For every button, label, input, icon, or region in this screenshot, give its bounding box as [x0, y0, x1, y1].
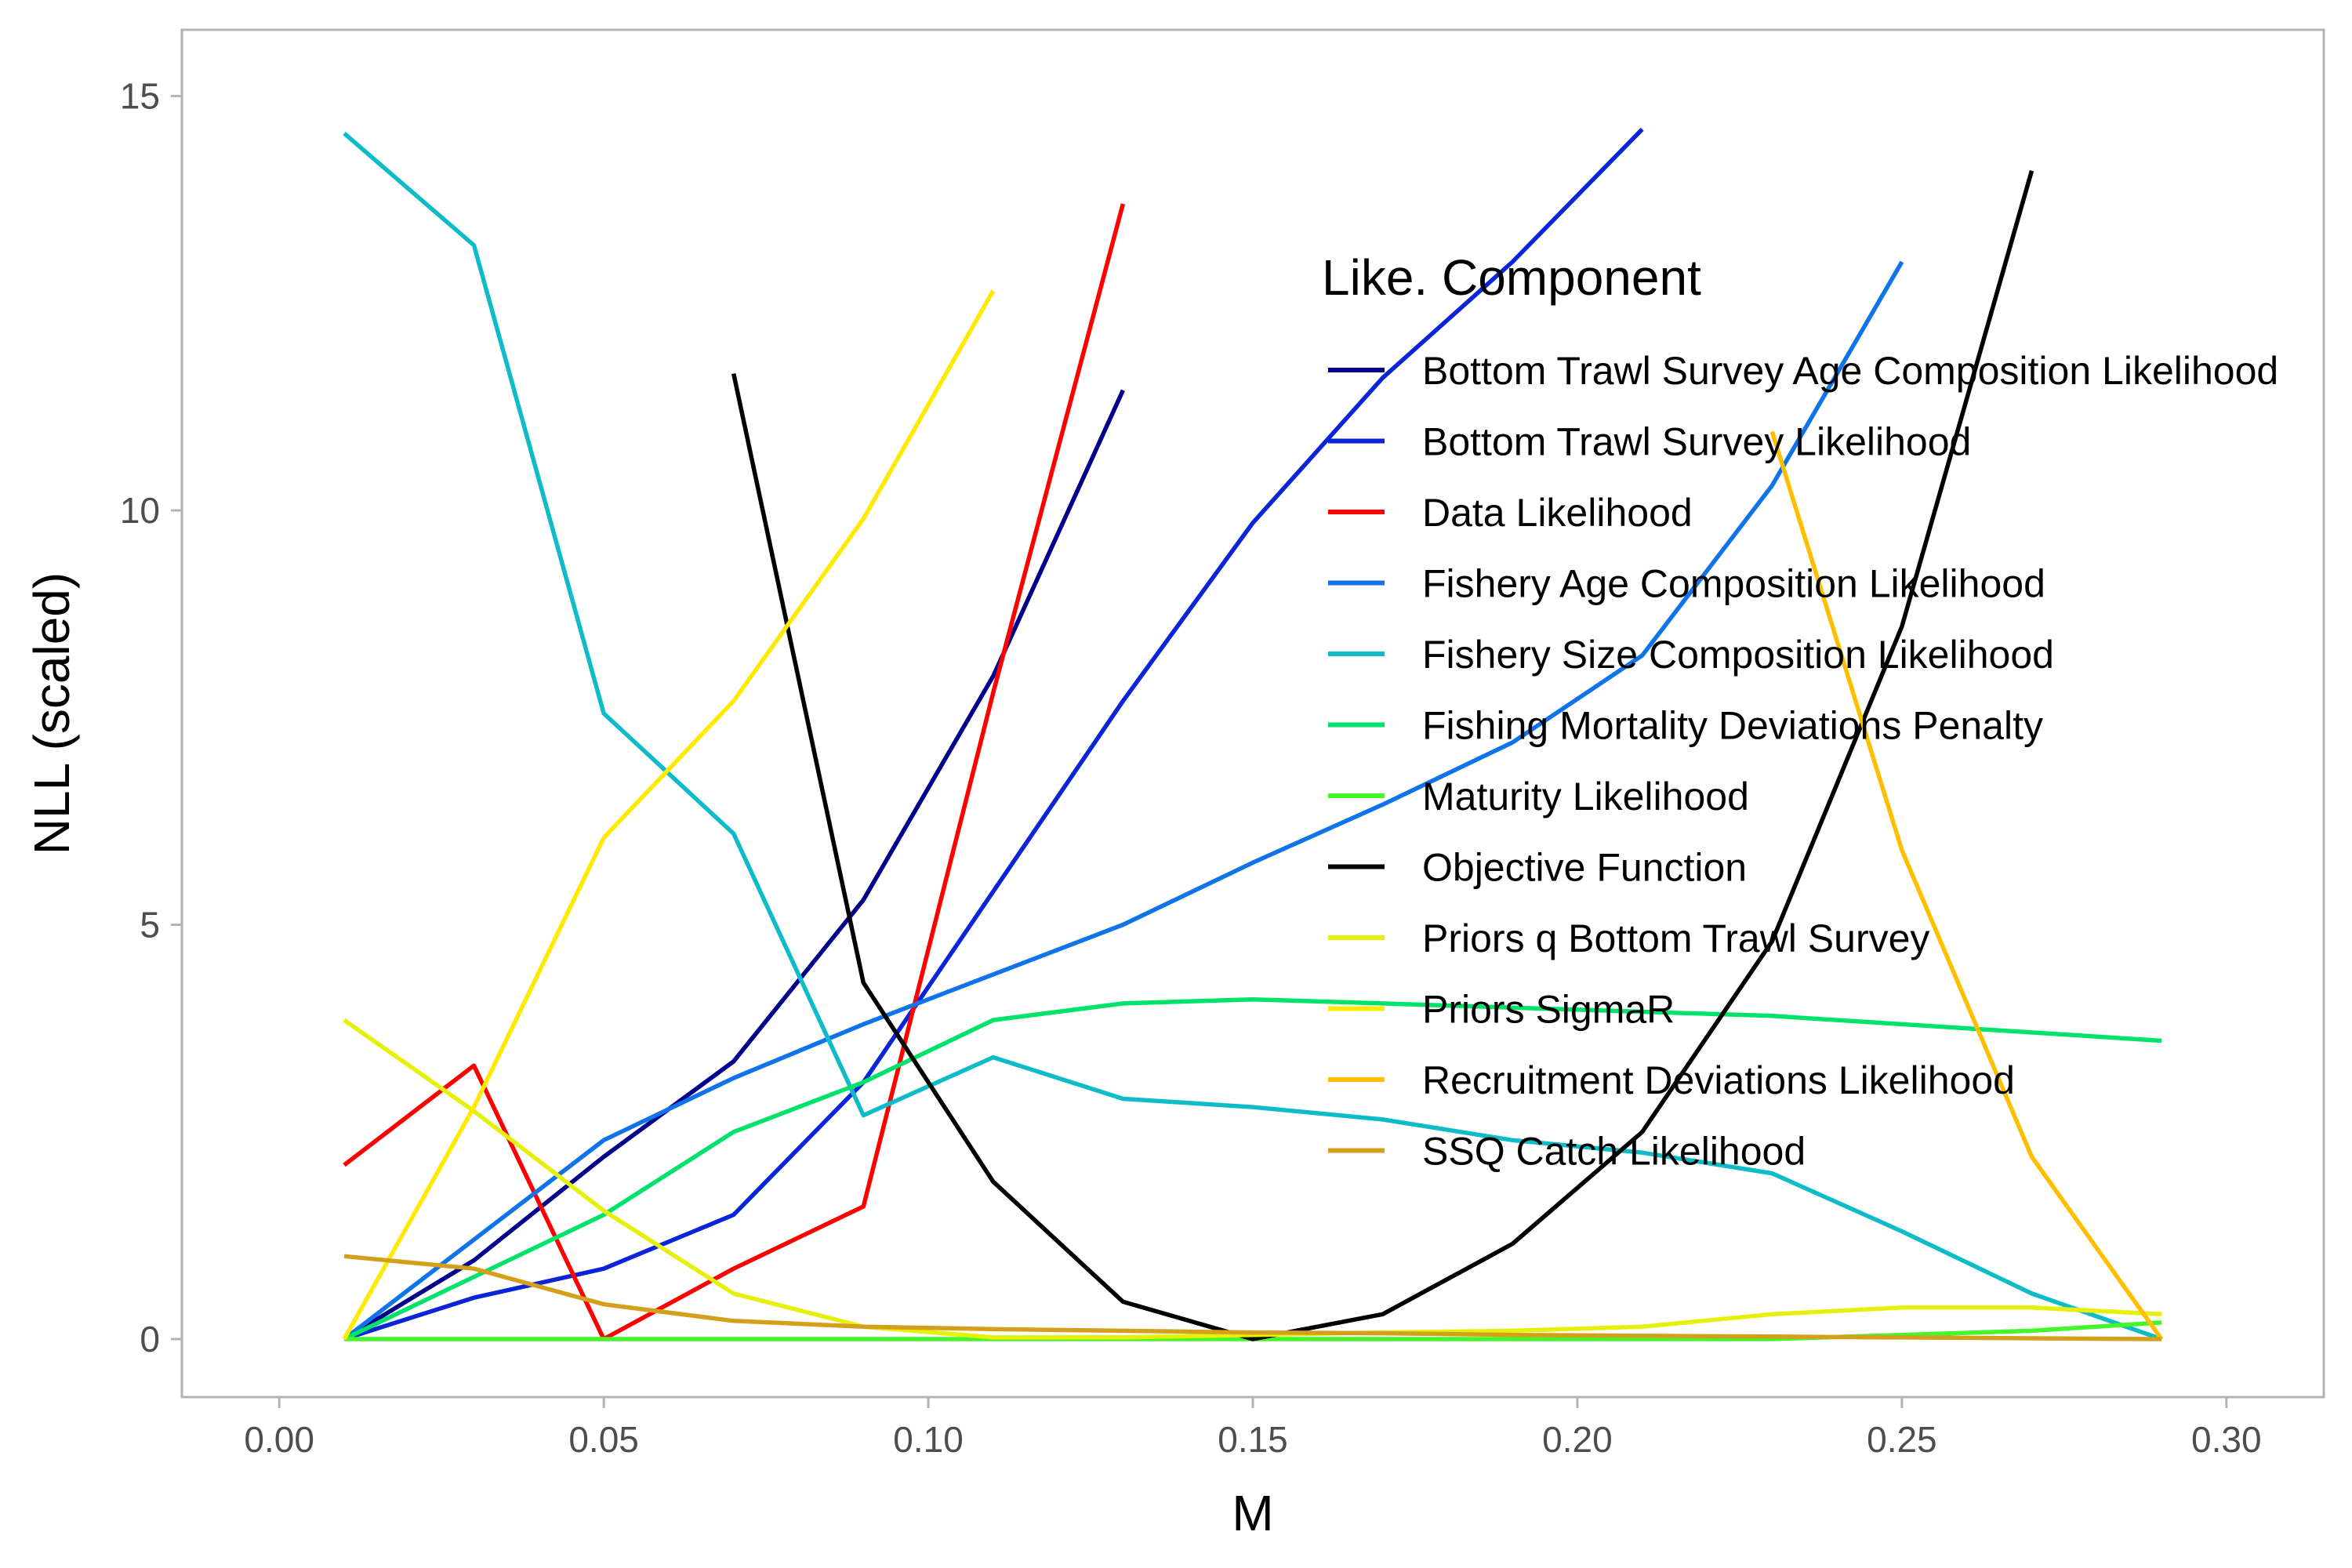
x-tick-label: 0.05: [568, 1419, 639, 1460]
x-tick-label: 0.30: [2191, 1419, 2262, 1460]
legend-item: Bottom Trawl Survey Age Composition Like…: [1328, 349, 2278, 393]
x-axis: 0.00 0.05 0.10 0.15 0.20 0.25 0.30: [244, 1397, 2262, 1460]
x-axis-title: M: [1232, 1485, 1273, 1541]
legend-item: Fishing Mortality Deviations Penalty: [1328, 704, 2043, 748]
series-line-10: [342, 289, 996, 1341]
series-line-1: [343, 389, 1125, 1341]
series-line-8: [731, 169, 2034, 1341]
legend-label: Data Likelihood: [1422, 491, 1693, 535]
legend-item: Maturity Likelihood: [1328, 775, 1749, 818]
legend-item: Bottom Trawl Survey Likelihood: [1328, 420, 1971, 464]
legend-label: Priors SigmaR: [1422, 988, 1675, 1032]
series-layer: [342, 127, 2164, 1341]
y-tick-label: 5: [140, 905, 160, 946]
series-line-12: [343, 1254, 2162, 1341]
legend-item: Recruitment Deviations Likelihood: [1328, 1058, 2015, 1102]
legend-label: SSQ Catch Likelihood: [1422, 1130, 1806, 1174]
legend-label: Objective Function: [1422, 846, 1747, 890]
plot-panel: [180, 28, 2325, 1399]
series-line-5: [343, 132, 2162, 1341]
legend-item: Objective Function: [1328, 846, 1747, 890]
legend-item: Priors SigmaR: [1328, 988, 1675, 1032]
legend-label: Priors q Bottom Trawl Survey: [1422, 916, 1929, 960]
x-tick-label: 0.10: [893, 1419, 964, 1460]
x-tick-label: 0.20: [1542, 1419, 1613, 1460]
series-line-3: [343, 203, 1126, 1341]
legend-label: Bottom Trawl Survey Likelihood: [1422, 420, 1971, 464]
legend-label: Fishery Age Composition Likelihood: [1422, 562, 2045, 606]
legend: Like. Component Bottom Trawl Survey Age …: [1322, 249, 2278, 1174]
x-tick-label: 0.15: [1218, 1419, 1288, 1460]
legend-label: Recruitment Deviations Likelihood: [1422, 1058, 2015, 1102]
y-axis: 0 5 10 15: [120, 76, 182, 1359]
series-line-4: [343, 260, 1904, 1341]
series-line-11: [1769, 430, 2164, 1341]
y-axis-title: NLL (scaled): [24, 572, 80, 855]
legend-label: Maturity Likelihood: [1422, 775, 1749, 818]
y-tick-label: 10: [120, 490, 160, 531]
x-tick-label: 0.00: [244, 1419, 314, 1460]
legend-item: SSQ Catch Likelihood: [1328, 1130, 1806, 1174]
legend-label: Fishery Size Composition Likelihood: [1422, 633, 2054, 677]
x-tick-label: 0.25: [1867, 1419, 1937, 1460]
legend-item: Fishery Age Composition Likelihood: [1328, 562, 2045, 606]
legend-item: Priors q Bottom Trawl Survey: [1328, 916, 1929, 960]
series-line-6: [343, 996, 2162, 1341]
y-tick-label: 0: [140, 1319, 160, 1359]
legend-label: Bottom Trawl Survey Age Composition Like…: [1422, 349, 2278, 393]
legend-title: Like. Component: [1322, 249, 1701, 306]
legend-item: Data Likelihood: [1328, 491, 1693, 535]
series-line-2: [343, 127, 1644, 1341]
legend-items: Bottom Trawl Survey Age Composition Like…: [1328, 349, 2278, 1174]
series-line-9: [343, 1018, 2162, 1340]
legend-label: Fishing Mortality Deviations Penalty: [1422, 704, 2043, 748]
legend-item: Fishery Size Composition Likelihood: [1328, 633, 2054, 677]
y-tick-label: 15: [120, 76, 160, 117]
